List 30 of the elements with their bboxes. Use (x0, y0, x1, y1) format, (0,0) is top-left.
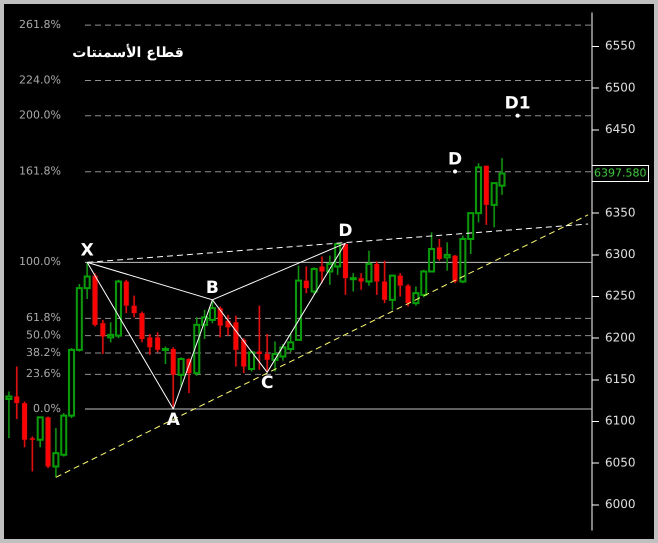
y2-tick-label: 38.2% (26, 346, 61, 359)
y-tick-label: 6300 (605, 246, 636, 261)
y-tick-label: 6550 (605, 38, 636, 53)
y2-tick-label: 0.0% (33, 402, 61, 415)
data-label: B (206, 278, 219, 298)
y-tick-label: 6050 (605, 455, 636, 470)
y-tick-label: 6500 (605, 80, 636, 94)
y2-tick-label: 61.8% (26, 311, 61, 324)
y-tick-label: 6450 (605, 122, 636, 136)
y2-tick-label: 161.8% (19, 164, 61, 178)
y-tick-label: 6250 (605, 288, 636, 303)
y2-tick-label: 23.6% (26, 367, 61, 380)
y-tick-label: 6350 (605, 205, 636, 220)
y2-tick-label: 100.0% (19, 255, 61, 268)
data-label: D1 (504, 94, 531, 114)
data-label: C (260, 373, 274, 394)
data-label: A (166, 410, 181, 430)
data-label: D (448, 149, 462, 170)
y-tick-label: 6150 (605, 372, 636, 386)
y2-tick-label: 224.0% (19, 73, 61, 86)
y-tick-label: 6000 (605, 496, 636, 511)
data-label: D (338, 221, 353, 242)
text: قطاع الأسمنتات (72, 42, 184, 61)
y2-tick-label: 200.0% (19, 108, 61, 122)
data-label: X (80, 240, 94, 260)
y2-tick-label: 261.8% (19, 18, 61, 31)
y-tick-label: 6200 (605, 330, 636, 344)
y-tick-label: 6100 (605, 414, 636, 428)
y2-tick-label: 50.0% (26, 328, 61, 342)
y-tick-label: 6397.580 (594, 166, 647, 180)
